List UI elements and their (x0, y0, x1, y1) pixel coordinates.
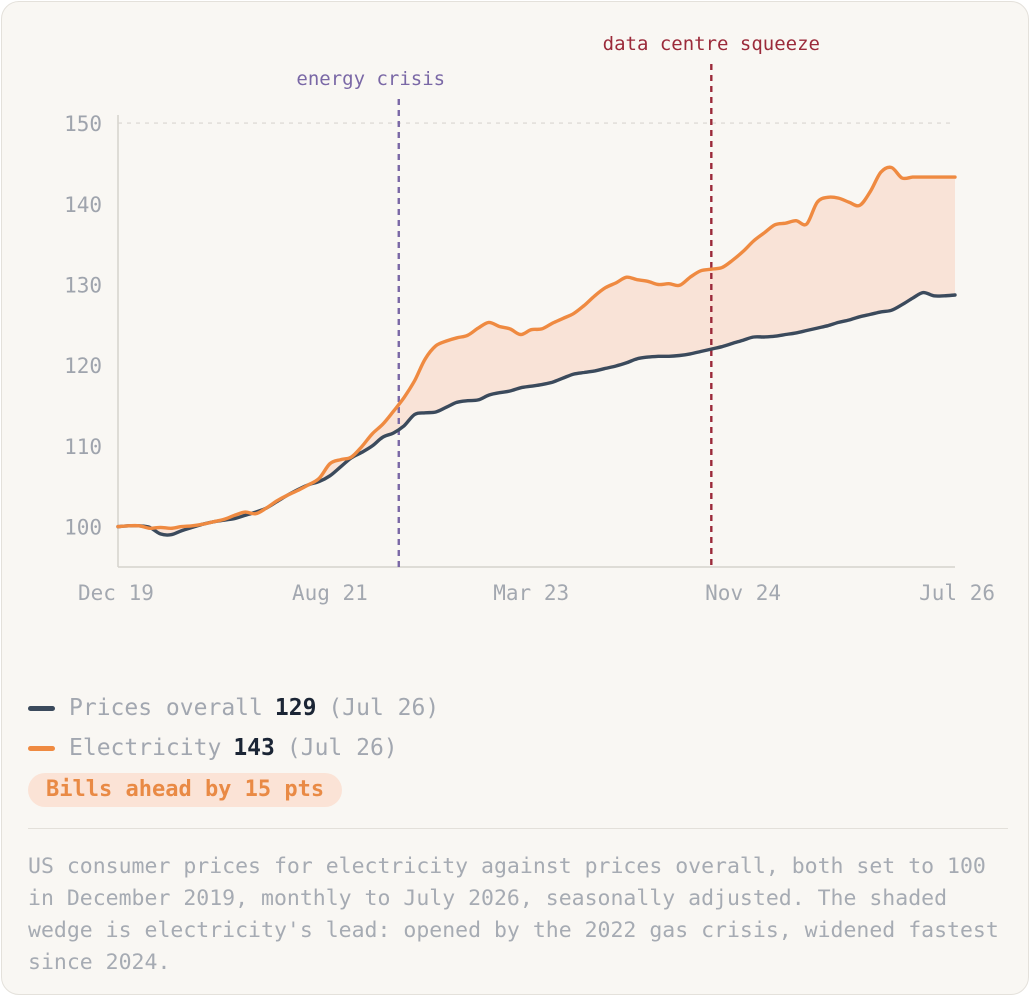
x-tick-label: Mar 23 (493, 581, 569, 605)
legend-swatch-overall (28, 705, 55, 711)
y-tick-label-140: 140 (64, 193, 102, 217)
legend: Prices overall 129 (Jul 26) Electricity … (28, 688, 439, 768)
y-tick-label-130: 130 (64, 274, 102, 298)
legend-value-electricity: 143 (233, 735, 275, 761)
x-tick-label: Nov 24 (705, 581, 781, 605)
legend-value-overall: 129 (274, 695, 317, 721)
annotation-label: data centre squeeze (603, 33, 820, 55)
legend-label-electricity: Electricity (69, 735, 222, 761)
x-tick-label: Aug 21 (292, 581, 368, 605)
x-tick-label: Dec 19 (78, 581, 154, 605)
legend-item-electricity: Electricity 143 (Jul 26) (28, 728, 439, 768)
y-tick-label-100: 100 (64, 516, 102, 540)
x-tick-label: Jul 26 (919, 581, 995, 605)
lead-wedge (118, 167, 955, 536)
legend-date-overall: (Jul 26) (328, 695, 440, 721)
chart-plot: 100 110 120 130 140 150 Dec 19 Aug 21 Mar 23 Nov … (64, 33, 995, 605)
legend-label-overall: Prices overall (69, 695, 263, 721)
series-line-electricity (116, 165, 957, 531)
y-tick-label-110: 110 (64, 435, 102, 459)
divider (28, 828, 1008, 829)
annotation-label: energy crisis (296, 68, 445, 90)
chart-note: US consumer prices for electricity again… (28, 854, 999, 975)
y-tick-label-120: 120 (64, 354, 102, 378)
legend-date-electricity: (Jul 26) (286, 735, 398, 761)
lead-badge: Bills ahead by 15 pts (28, 773, 343, 807)
y-tick-label-150: 150 (64, 112, 102, 136)
legend-swatch-electricity (28, 745, 55, 751)
legend-item-overall: Prices overall 129 (Jul 26) (28, 688, 439, 728)
